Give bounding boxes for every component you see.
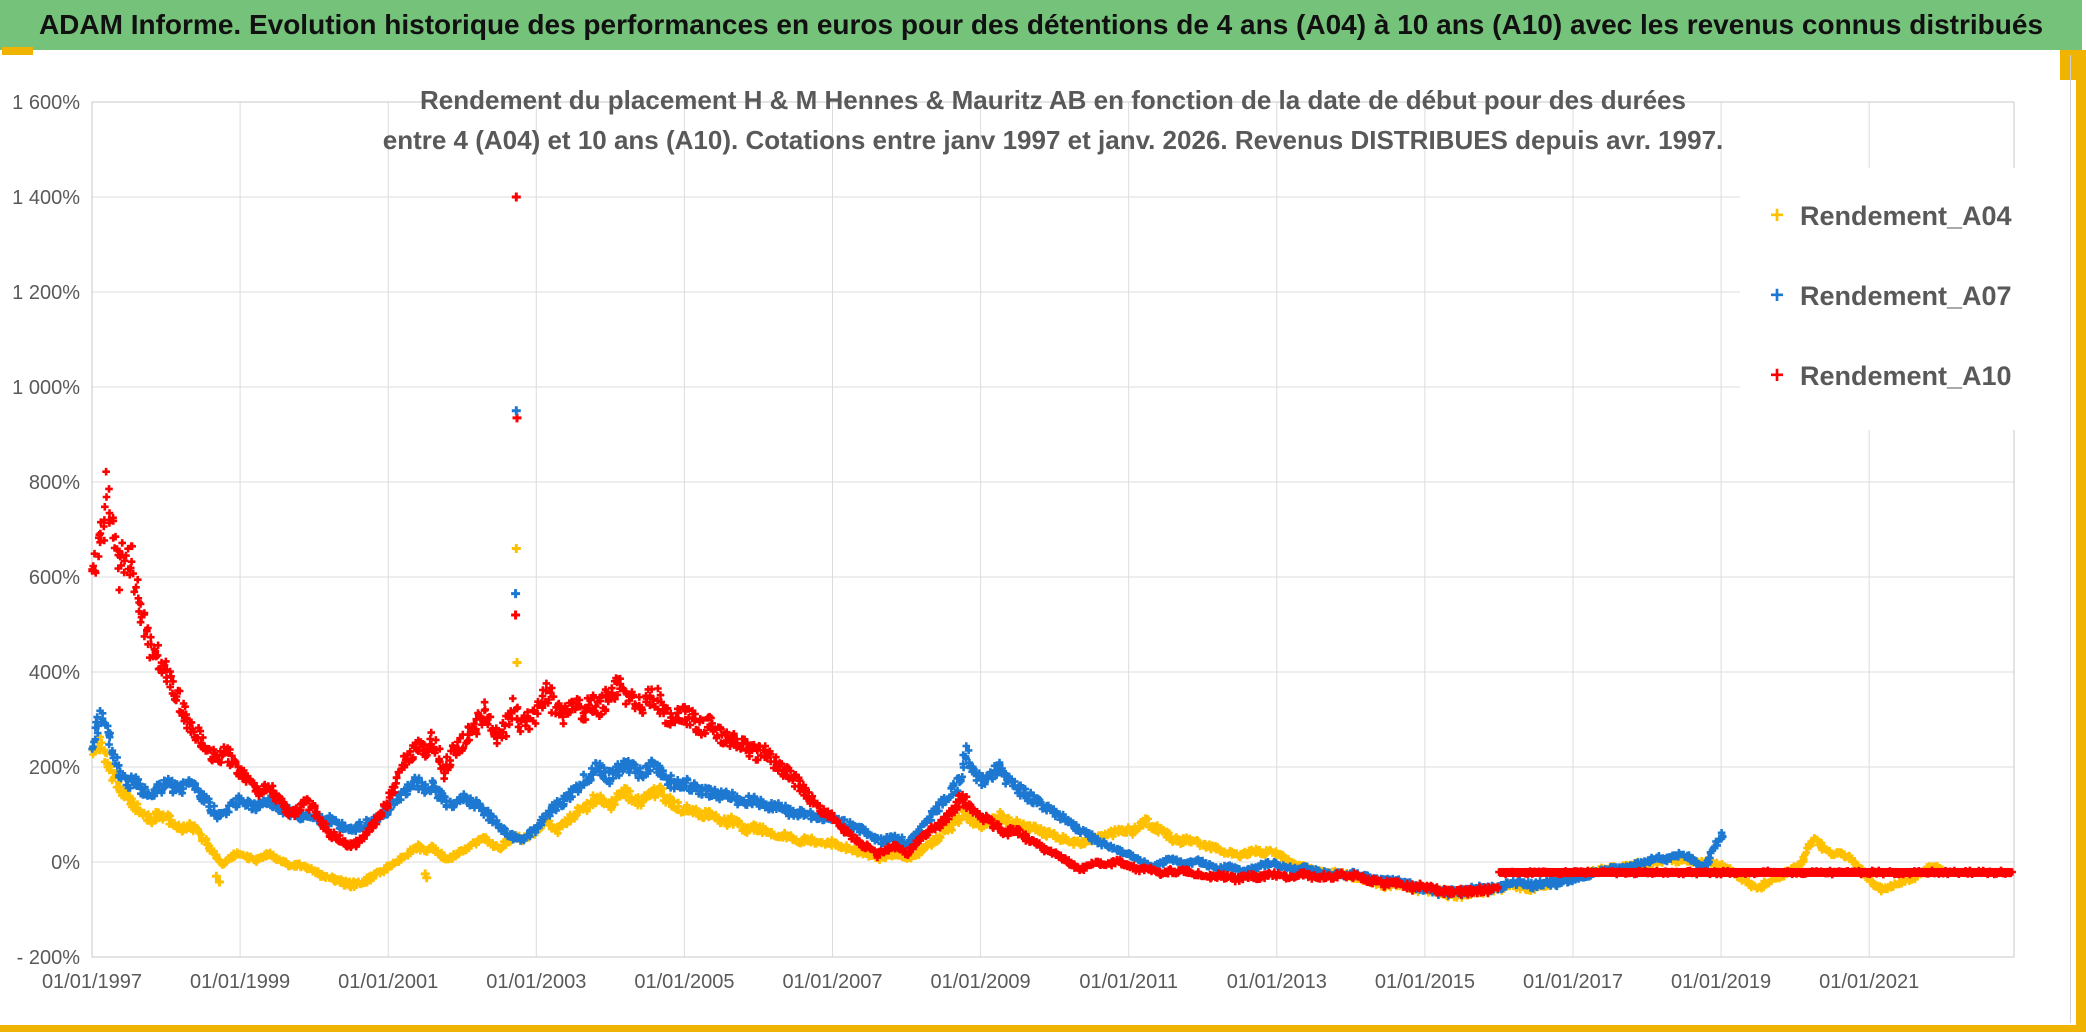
x-axis-tick-label: 01/01/2017 (1523, 971, 1623, 993)
chart-object-border (2070, 55, 2071, 1023)
x-axis-tick-label: 01/01/2015 (1375, 971, 1475, 993)
x-axis-tick-label: 01/01/2013 (1227, 971, 1327, 993)
x-axis-tick-label: 01/01/2007 (782, 971, 882, 993)
y-axis-tick-labels: 1 600% 1 400% 1 200% 1 000% 800% 600% 400% 200%… (12, 92, 80, 969)
x-axis-tick-label: 01/01/2003 (486, 971, 586, 993)
selection-border-right (2076, 50, 2086, 1032)
x-axis-tick-label: 01/01/1999 (190, 971, 290, 993)
series-points-rendement_a07[interactable] (88, 707, 1727, 900)
selection-border-bottom (0, 1025, 2086, 1032)
y-axis-tick-label: 1 200% (12, 282, 80, 304)
plus-marker-icon: + (1769, 202, 1784, 229)
plus-marker-icon: + (1769, 362, 1784, 389)
y-axis-tick-label: 800% (29, 472, 80, 494)
y-axis-tick-label: 1 000% (12, 377, 80, 399)
x-axis-tick-labels: 01/01/1997 01/01/1999 01/01/2001 01/01/2003… (42, 971, 1919, 993)
chart-title-line1: Rendement du placement H & M Hennes & Ma… (420, 85, 1686, 115)
x-axis-tick-label: 01/01/1997 (42, 971, 142, 993)
y-axis-tick-label: 1 400% (12, 187, 80, 209)
x-axis-tick-label: 01/01/2005 (634, 971, 734, 993)
outlier-points (211, 192, 522, 887)
x-axis-tick-label: 01/01/2011 (1079, 971, 1178, 993)
series-points-rendement_a10[interactable] (88, 467, 1502, 899)
header-title: ADAM Informe. Evolution historique des p… (38, 9, 2044, 40)
header-bar: ADAM Informe. Evolution historique des p… (0, 0, 2082, 50)
chart-title: Rendement du placement H & M Hennes & Ma… (253, 80, 1853, 160)
legend-label: Rendement_A04 (1800, 200, 2012, 231)
y-axis-tick-label: 600% (29, 567, 80, 589)
legend-item-a10[interactable]: + Rendement_A10 (1762, 360, 2062, 392)
x-axis-tick-label: 01/01/2019 (1671, 971, 1771, 993)
gridlines (91, 101, 2015, 958)
plus-marker-icon: + (1769, 282, 1784, 309)
x-axis-tick-label: 01/01/2021 (1819, 971, 1919, 993)
y-axis-tick-label: - 200% (17, 947, 81, 969)
y-axis-tick-label: 1 600% (12, 92, 80, 114)
chart-title-line2: entre 4 (A04) et 10 ans (A10). Cotations… (382, 125, 1724, 155)
x-axis-tick-label: 01/01/2009 (931, 971, 1031, 993)
chart-legend: + Rendement_A04 + Rendement_A07 + Rendem… (1740, 168, 2062, 430)
y-axis-tick-label: 200% (29, 757, 80, 779)
legend-label: Rendement_A07 (1800, 280, 2012, 311)
legend-item-a04[interactable]: + Rendement_A04 (1762, 200, 2062, 232)
y-axis-tick-label: 400% (29, 662, 80, 684)
a10-flat-line[interactable] (1495, 866, 2016, 879)
selection-handle-left (2, 47, 33, 55)
legend-label: Rendement_A10 (1800, 360, 2012, 391)
legend-item-a07[interactable]: + Rendement_A07 (1762, 280, 2062, 312)
y-axis-tick-label: 0% (51, 852, 80, 874)
x-axis-tick-label: 01/01/2001 (338, 971, 438, 993)
